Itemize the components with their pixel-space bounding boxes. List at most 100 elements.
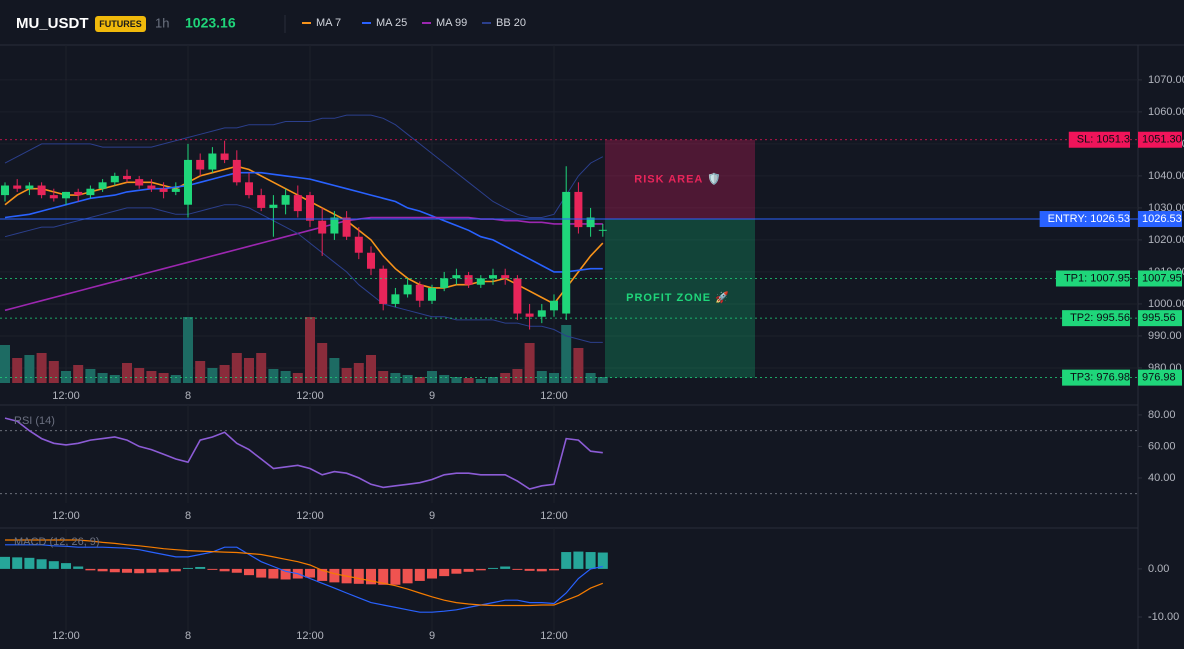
x-tick-label: 9 [429, 390, 435, 402]
y-tick-label: 1070.00 [1148, 74, 1184, 86]
histogram-bar [475, 568, 486, 571]
ma-line [4, 171, 603, 273]
candle-body [586, 217, 595, 228]
volume-bar [512, 369, 523, 383]
volume-bar [280, 371, 291, 383]
candle-body [37, 185, 46, 196]
histogram-bar [256, 568, 267, 578]
y-tick-label: 1030.00 [1148, 202, 1184, 214]
volume-bar [597, 377, 608, 383]
badge-bg [95, 16, 146, 32]
volume-bar [561, 325, 572, 383]
candle-body [257, 195, 266, 208]
histogram-bar [207, 568, 218, 570]
volume-bar [85, 369, 96, 383]
panel-title: MACD (12, 26, 9) [14, 536, 100, 548]
price-line-label: ENTRY: 1026.53 [1048, 213, 1130, 225]
candle-body [13, 185, 22, 189]
candle-body [269, 204, 278, 208]
price-line-value-bg [1138, 131, 1182, 148]
price-line-value-bg [1138, 270, 1182, 287]
histogram-bar [463, 568, 474, 572]
price-line-value: 976.98 [1142, 372, 1176, 384]
macd-line [5, 544, 603, 613]
volume-bar [341, 368, 352, 383]
candle-body [49, 195, 58, 199]
y-tick-label: -10.00 [1148, 611, 1179, 623]
volume-bar [158, 373, 169, 383]
candle-body [1, 185, 9, 196]
price-line-value-bg [1138, 211, 1182, 228]
volume-bar [219, 365, 230, 383]
volume-bar [170, 375, 181, 383]
histogram-bar [378, 568, 389, 585]
volume-bar [122, 363, 132, 383]
candle-body [550, 300, 558, 311]
histogram-bar [36, 559, 47, 569]
price-line-value: 1026.53 [1142, 213, 1182, 225]
volume-bar [414, 377, 425, 383]
histogram-bar [12, 557, 23, 569]
price-line-value: 1007.95 [1142, 272, 1182, 284]
candle-body [379, 268, 388, 304]
candle-body [574, 191, 583, 228]
candle-body [74, 191, 83, 196]
risk-zone [605, 139, 755, 220]
volume-bar [24, 355, 35, 383]
x-tick-label: 12:00 [296, 630, 324, 642]
volume-bar [73, 365, 84, 383]
histogram-bar [500, 566, 511, 569]
histogram-bar [219, 568, 230, 572]
candle-body [562, 191, 571, 314]
price-line-value-bg [1138, 310, 1182, 327]
y-tick-label: 60.00 [1148, 440, 1176, 452]
volume-bar [549, 373, 559, 383]
x-tick-label: 12:00 [52, 510, 80, 522]
candle-body [281, 195, 290, 205]
candle-body [208, 153, 217, 170]
price-line-label: TP3: 976.98 [1070, 372, 1130, 384]
volume-bar [317, 343, 328, 383]
volume-bar [256, 353, 267, 383]
price-line-label-bg [1055, 270, 1130, 287]
risk-label: RISK AREA 🛡️ [634, 172, 721, 185]
histogram-bar [280, 568, 291, 580]
candle-body [293, 195, 302, 212]
candle-body [391, 294, 400, 304]
candle-body [501, 275, 510, 279]
volume-bar [109, 375, 120, 383]
histogram-bar [122, 568, 132, 573]
candle-body [354, 236, 363, 253]
histogram-bar [317, 568, 328, 581]
volume-bar [524, 343, 535, 383]
volume-bar [12, 358, 23, 383]
histogram-bar [573, 551, 584, 569]
volume-bar [207, 368, 218, 383]
price-line-label-bg [1062, 310, 1130, 327]
volume-bar [146, 371, 157, 383]
candle-body [135, 179, 144, 186]
y-tick-label: 40.00 [1148, 472, 1176, 484]
x-tick-label: 12:00 [540, 510, 568, 522]
profit-zone [605, 219, 755, 378]
volume-bar [244, 358, 254, 383]
x-tick-label: 9 [429, 510, 435, 522]
price-line-label-bg [1068, 131, 1130, 148]
histogram-bar [146, 568, 157, 573]
x-tick-label: 12:00 [540, 630, 568, 642]
volume-bar [195, 361, 206, 383]
volume-bar [292, 373, 303, 383]
candle-body [171, 188, 180, 192]
volume-bar [439, 375, 450, 383]
profit-label: PROFIT ZONE 🚀 [626, 291, 730, 304]
x-tick-label: 12:00 [296, 390, 324, 402]
candle-body [245, 182, 253, 196]
histogram-bar [451, 568, 462, 574]
volume-bar [366, 355, 376, 383]
interval: 1h [155, 15, 169, 30]
candle-body [330, 217, 339, 234]
histogram-bar [549, 568, 559, 571]
histogram-bar [158, 568, 169, 573]
volume-bar [378, 371, 389, 383]
